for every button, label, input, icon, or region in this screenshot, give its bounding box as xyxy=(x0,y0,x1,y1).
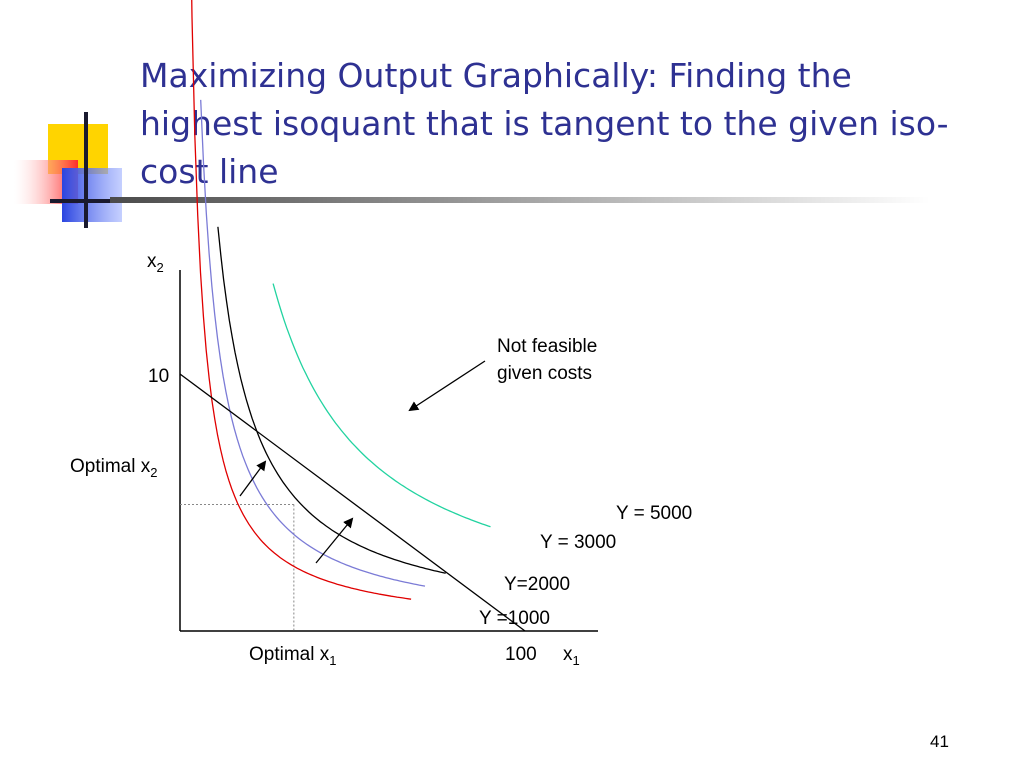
not-feasible-label-line1: Not feasible xyxy=(497,336,597,357)
title-underline xyxy=(110,197,930,203)
iso-cost-line xyxy=(179,373,526,632)
deco-horizontal-bar xyxy=(50,199,140,203)
x-tick-label-100: 100 xyxy=(505,644,537,665)
isoquant-y5000-label: Y = 5000 xyxy=(616,503,692,524)
isoquant-y3000-curve xyxy=(217,226,446,574)
arrow-to-y3000 xyxy=(315,517,354,564)
isoquant-y5000-curve xyxy=(272,283,491,528)
x-axis-label: x1 xyxy=(563,644,580,668)
slide-title: Maximizing Output Graphically: Finding t… xyxy=(140,56,949,191)
deco-blue-square xyxy=(62,168,122,222)
optimal-x1-label: Optimal x1 xyxy=(249,644,336,668)
deco-vertical-bar xyxy=(84,112,88,228)
y-tick-label-10: 10 xyxy=(148,366,169,387)
isoquant-y2000-label: Y=2000 xyxy=(504,574,570,595)
arrow-not-feasible xyxy=(408,360,486,412)
page-number: 41 xyxy=(930,732,949,751)
isoquant-y2000-curve xyxy=(200,99,426,587)
not-feasible-label-line2: given costs xyxy=(497,363,592,384)
corner-decoration xyxy=(14,112,140,228)
isoquant-y1000-curve xyxy=(191,0,412,600)
isoquant-y1000-label: Y =1000 xyxy=(479,608,550,629)
isoquant-y3000-label: Y = 3000 xyxy=(540,532,616,553)
arrow-to-y2000 xyxy=(239,460,267,497)
y-axis-label: x2 xyxy=(147,251,164,275)
optimal-x2-label: Optimal x2 xyxy=(70,456,157,480)
